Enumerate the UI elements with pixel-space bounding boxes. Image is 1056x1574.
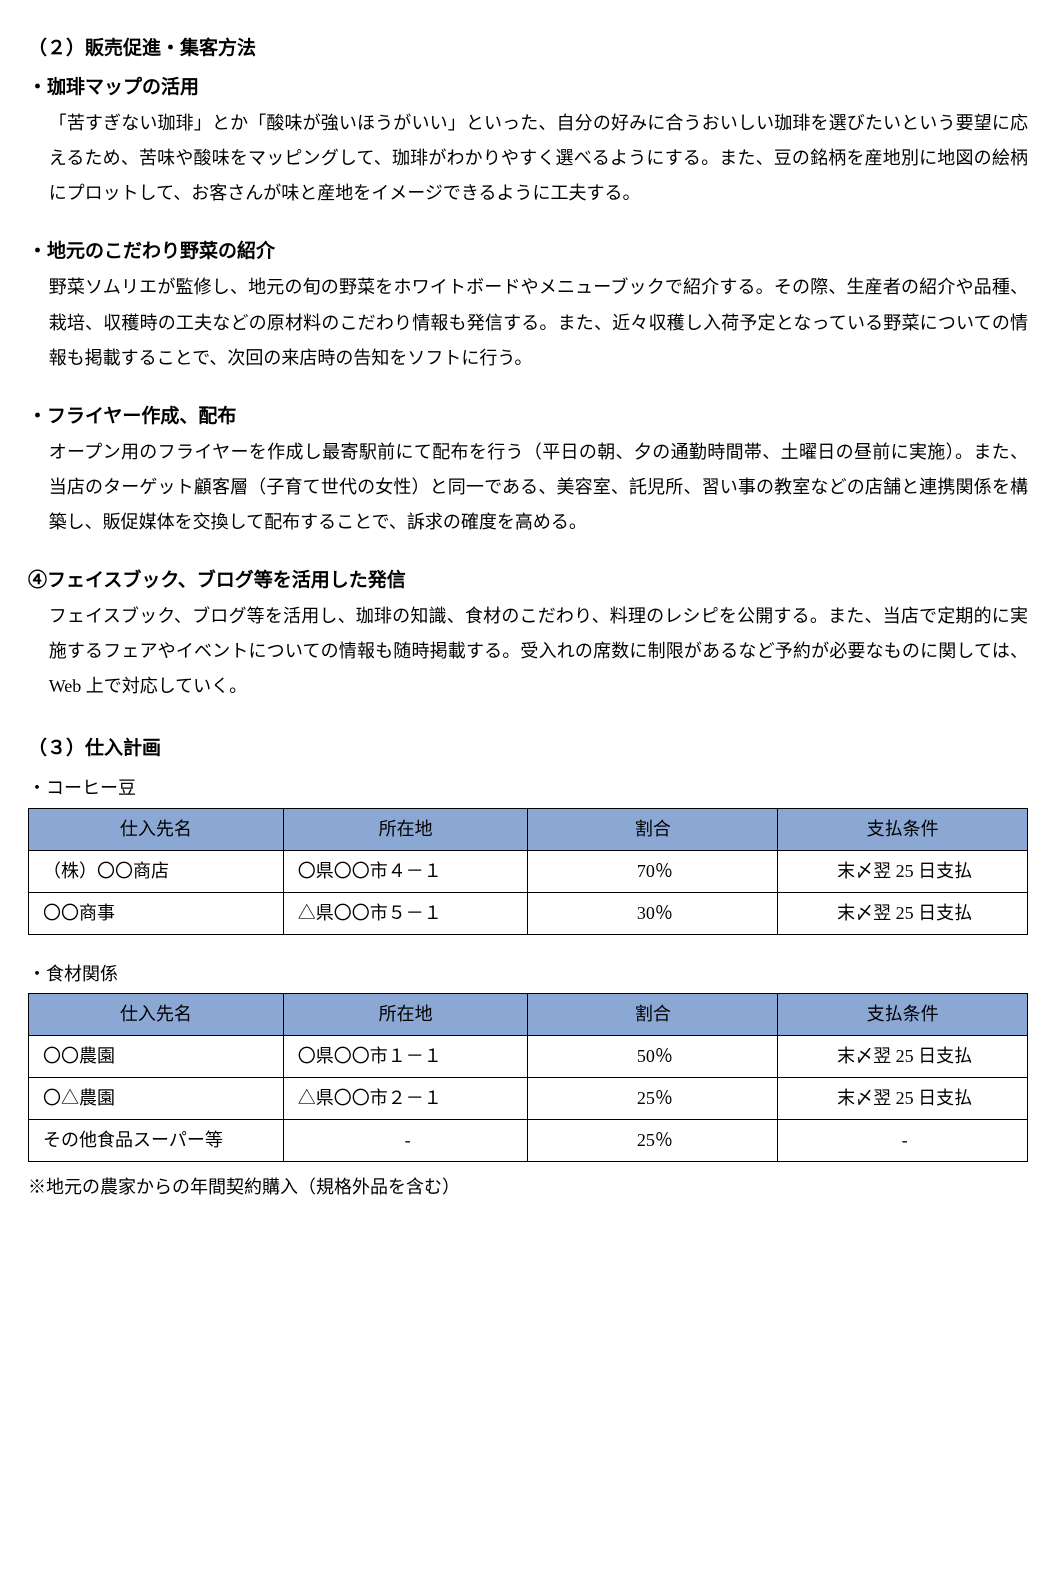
col-supplier: 仕入先名 (29, 993, 284, 1035)
cell-terms: 末〆翌 25 日支払 (778, 1078, 1028, 1120)
table-row: 〇〇農園 〇県〇〇市１－１ 50％ 末〆翌 25 日支払 (29, 1035, 1028, 1077)
cell-ratio: 30％ (528, 892, 778, 934)
item-2-heading: ・地元のこだわり野菜の紹介 (28, 233, 1028, 270)
cell-supplier: 〇△農園 (29, 1078, 284, 1120)
item-4-heading: ④フェイスブック、ブログ等を活用した発信 (28, 562, 1028, 599)
coffee-table: 仕入先名 所在地 割合 支払条件 （株）〇〇商店 〇県〇〇市４－１ 70％ 末〆… (28, 808, 1028, 935)
table-header-row: 仕入先名 所在地 割合 支払条件 (29, 993, 1028, 1035)
cell-supplier: （株）〇〇商店 (29, 850, 284, 892)
cell-terms: 末〆翌 25 日支払 (778, 850, 1028, 892)
table-row: 〇〇商事 △県〇〇市５－１ 30％ 末〆翌 25 日支払 (29, 892, 1028, 934)
section-3-title: （３）仕入計画 (28, 730, 1028, 767)
col-ratio: 割合 (528, 808, 778, 850)
col-supplier: 仕入先名 (29, 808, 284, 850)
table-row: その他食品スーパー等 ‐ 25％ ‐ (29, 1120, 1028, 1162)
table-header-row: 仕入先名 所在地 割合 支払条件 (29, 808, 1028, 850)
col-location: 所在地 (283, 993, 528, 1035)
food-table: 仕入先名 所在地 割合 支払条件 〇〇農園 〇県〇〇市１－１ 50％ 末〆翌 2… (28, 993, 1028, 1162)
col-terms: 支払条件 (778, 993, 1028, 1035)
col-terms: 支払条件 (778, 808, 1028, 850)
cell-ratio: 50％ (528, 1035, 778, 1077)
item-3-body: オープン用のフライヤーを作成し最寄駅前にて配布を行う（平日の朝、夕の通勤時間帯、… (28, 435, 1028, 540)
item-2-body: 野菜ソムリエが監修し、地元の旬の野菜をホワイトボードやメニューブックで紹介する。… (28, 270, 1028, 375)
cell-terms: 末〆翌 25 日支払 (778, 1035, 1028, 1077)
item-1-heading: ・珈琲マップの活用 (28, 69, 1028, 106)
item-4-body: フェイスブック、ブログ等を活用し、珈琲の知識、食材のこだわり、料理のレシピを公開… (28, 599, 1028, 704)
table-2-label: ・食材関係 (28, 957, 1028, 992)
cell-location: 〇県〇〇市４－１ (283, 850, 528, 892)
table-row: （株）〇〇商店 〇県〇〇市４－１ 70％ 末〆翌 25 日支払 (29, 850, 1028, 892)
cell-location: 〇県〇〇市１－１ (283, 1035, 528, 1077)
cell-ratio: 25％ (528, 1078, 778, 1120)
table-1-label: ・コーヒー豆 (28, 771, 1028, 806)
item-1-body: 「苦すぎない珈琲」とか「酸味が強いほうがいい」といった、自分の好みに合うおいしい… (28, 106, 1028, 211)
cell-ratio: 25％ (528, 1120, 778, 1162)
cell-ratio: 70％ (528, 850, 778, 892)
item-3-heading: ・フライヤー作成、配布 (28, 398, 1028, 435)
cell-location: △県〇〇市２－１ (283, 1078, 528, 1120)
cell-location: ‐ (283, 1120, 528, 1162)
cell-supplier: その他食品スーパー等 (29, 1120, 284, 1162)
col-ratio: 割合 (528, 993, 778, 1035)
table-footnote: ※地元の農家からの年間契約購入（規格外品を含む） (28, 1170, 1028, 1205)
table-row: 〇△農園 △県〇〇市２－１ 25％ 末〆翌 25 日支払 (29, 1078, 1028, 1120)
cell-terms: 末〆翌 25 日支払 (778, 892, 1028, 934)
col-location: 所在地 (283, 808, 528, 850)
section-2-title: （２）販売促進・集客方法 (28, 30, 1028, 67)
cell-supplier: 〇〇農園 (29, 1035, 284, 1077)
cell-location: △県〇〇市５－１ (283, 892, 528, 934)
cell-terms: ‐ (778, 1120, 1028, 1162)
cell-supplier: 〇〇商事 (29, 892, 284, 934)
